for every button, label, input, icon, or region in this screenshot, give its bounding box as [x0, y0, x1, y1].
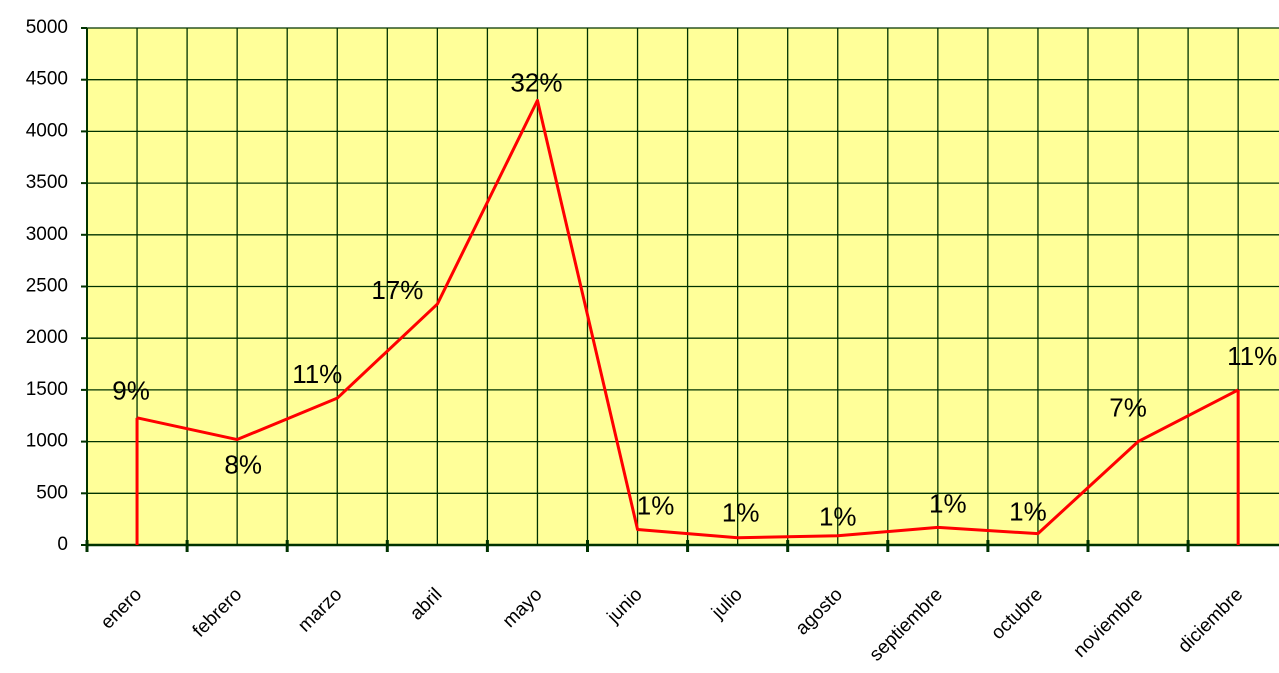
x-tick-label: septiembre	[866, 584, 947, 665]
y-tick-label: 5000	[26, 17, 68, 38]
x-tick-label: julio	[707, 584, 746, 623]
x-tick-label: noviembre	[1070, 584, 1148, 662]
data-label: 11%	[1227, 341, 1277, 371]
y-tick-label: 1000	[26, 431, 68, 452]
y-tick-label: 3500	[26, 172, 68, 193]
x-tick-label: marzo	[294, 584, 346, 636]
data-label: 32%	[510, 67, 562, 97]
data-label: 1%	[819, 502, 857, 532]
data-label: 1%	[637, 490, 675, 520]
x-tick-label: agosto	[792, 584, 847, 639]
data-label: 1%	[929, 488, 967, 518]
y-tick-label: 2500	[26, 276, 68, 297]
x-tick-label: abril	[406, 584, 446, 624]
data-label: 11%	[292, 359, 342, 389]
series-line	[136, 98, 1239, 540]
data-label: 17%	[371, 275, 423, 305]
y-tick-label: 4500	[26, 69, 68, 90]
y-tick-label: 2000	[26, 327, 68, 348]
y-tick-label: 3000	[26, 224, 68, 245]
y-tick-label: 0	[57, 534, 68, 555]
data-label: 1%	[722, 498, 760, 528]
data-label: 1%	[1009, 497, 1047, 527]
x-tick-label: mayo	[499, 584, 547, 632]
y-tick-label: 500	[36, 482, 68, 503]
x-tick-label: junio	[603, 584, 647, 628]
x-tick-label: enero	[97, 584, 146, 633]
y-tick-label: 1500	[26, 379, 68, 400]
data-label: 8%	[224, 449, 262, 479]
x-tick-label: octubre	[987, 584, 1047, 644]
data-label: 9%	[112, 376, 150, 406]
x-tick-label: diciembre	[1174, 584, 1247, 657]
data-label: 7%	[1109, 392, 1147, 422]
y-tick-label: 4000	[26, 120, 68, 141]
x-tick-label: febrero	[189, 584, 246, 641]
